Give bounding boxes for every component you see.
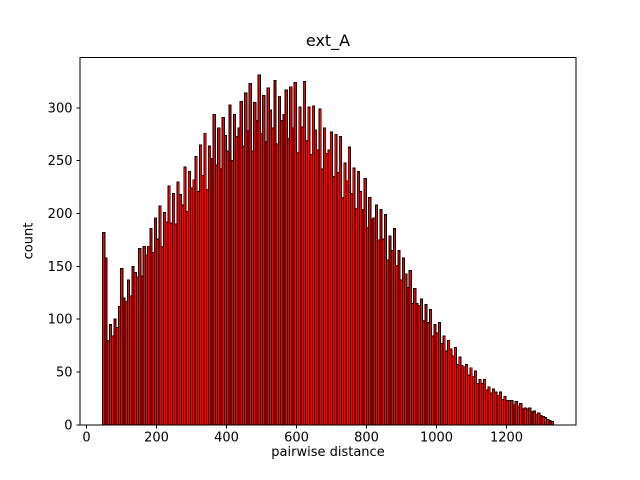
x-tick-label: 600 — [284, 431, 309, 446]
y-tick-label: 300 — [48, 101, 73, 116]
x-tick-label: 1000 — [420, 431, 453, 446]
x-tick-label: 800 — [354, 431, 379, 446]
y-tick-label: 250 — [48, 154, 73, 169]
y-tick-label: 100 — [48, 313, 73, 328]
x-tick-label: 400 — [214, 431, 239, 446]
y-tick-label: 50 — [56, 365, 73, 380]
x-tick-label: 0 — [82, 431, 90, 446]
x-tick-label: 200 — [144, 431, 169, 446]
x-axis-label: pairwise distance — [271, 445, 385, 460]
axes-frame — [79, 57, 577, 426]
chart-title: ext_A — [305, 31, 351, 50]
y-axis-label: count — [21, 222, 37, 260]
y-tick-label: 200 — [48, 207, 73, 222]
x-tick-label: 1200 — [490, 431, 523, 446]
y-tick-label: 150 — [48, 260, 73, 275]
y-tick-label: 0 — [64, 418, 72, 433]
